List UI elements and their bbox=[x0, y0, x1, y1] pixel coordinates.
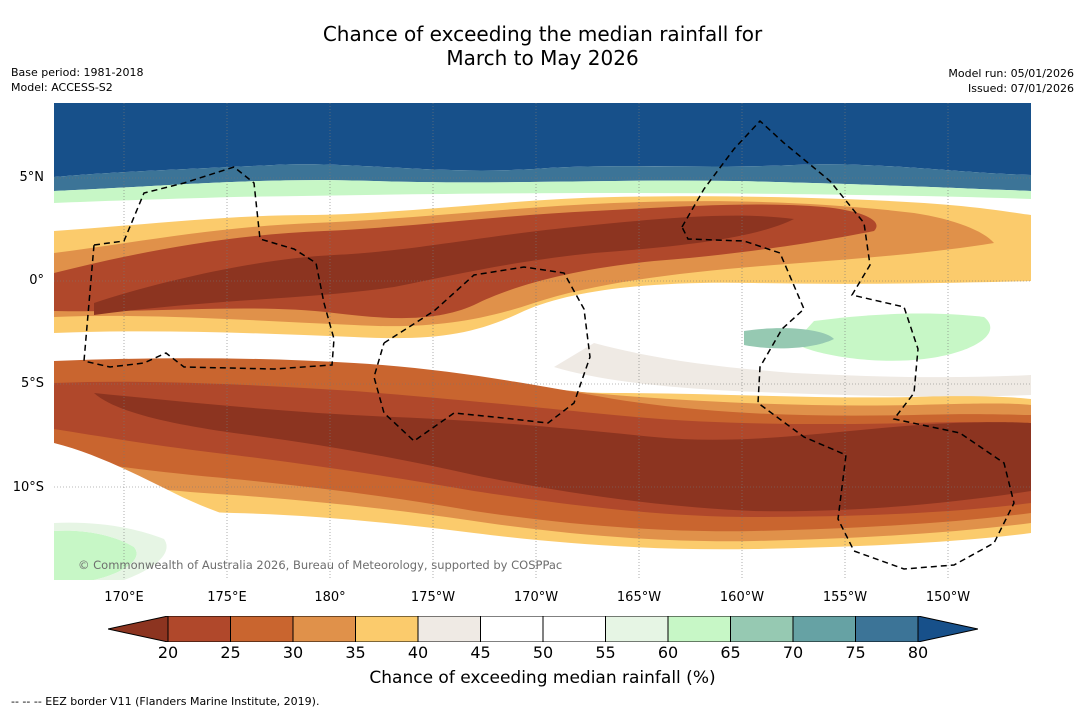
model-run-label: Model run: 05/01/2026 bbox=[948, 67, 1074, 80]
region-south-20 bbox=[94, 393, 1031, 512]
lon-label-175e: 175°E bbox=[207, 590, 247, 605]
map-canvas bbox=[54, 103, 1031, 580]
colorbar-tick-50: 50 bbox=[532, 643, 554, 662]
model-label: Model: ACCESS-S2 bbox=[11, 81, 113, 94]
colorbar-tick-30: 30 bbox=[282, 643, 304, 662]
lat-label-5n: 5°N bbox=[19, 170, 45, 185]
lat-label-0: 0° bbox=[29, 273, 44, 288]
region-wet-center-60 bbox=[794, 313, 991, 361]
meta-left: Base period: 1981-2018 Model: ACCESS-S2 bbox=[11, 65, 143, 95]
map-title-line1: Chance of exceeding the median rainfall … bbox=[322, 22, 763, 46]
region-southwest-white bbox=[54, 443, 574, 580]
lon-label-150w: 150°W bbox=[925, 590, 971, 605]
colorbar-segment-1 bbox=[167, 615, 231, 643]
colorbar-tick-75: 75 bbox=[845, 643, 866, 662]
copyright-notice: © Commonwealth of Australia 2026, Bureau… bbox=[78, 558, 563, 572]
colorbar-segment-8 bbox=[605, 615, 669, 643]
lon-label-155w: 155°W bbox=[822, 590, 868, 605]
eez-legend-footnote: -- -- -- EEZ border V11 (Flanders Marine… bbox=[11, 695, 320, 708]
map-title: Chance of exceeding the median rainfall … bbox=[0, 22, 1085, 70]
colorbar-tick-45: 45 bbox=[470, 643, 491, 662]
colorbar-title: Chance of exceeding median rainfall (%) bbox=[369, 668, 716, 688]
colorbar-svg bbox=[107, 615, 979, 643]
colorbar-segment-12 bbox=[855, 615, 919, 643]
colorbar-segment-2 bbox=[230, 615, 294, 643]
region-southwest-green bbox=[54, 530, 137, 580]
colorbar-tick-20: 20 bbox=[157, 643, 179, 662]
colorbar-tick-55: 55 bbox=[595, 643, 616, 662]
region-north-60 bbox=[54, 180, 1031, 203]
lon-label-170e: 170°E bbox=[104, 590, 144, 605]
colorbar-tick-35: 35 bbox=[345, 643, 366, 662]
issued-label: Issued: 07/01/2026 bbox=[967, 82, 1074, 95]
meta-right: Model run: 05/01/2026 Issued: 07/01/2026 bbox=[948, 66, 1074, 96]
rainfall-probability-map bbox=[54, 103, 1031, 580]
colorbar-segment-6 bbox=[480, 615, 544, 643]
colorbar-tick-65: 65 bbox=[720, 643, 741, 662]
region-north-70 bbox=[54, 164, 1031, 191]
colorbar-segment-11 bbox=[792, 615, 856, 643]
region-wet-center-65 bbox=[744, 328, 834, 349]
colorbar-segment-3 bbox=[292, 615, 356, 643]
lat-label-10s: 10°S bbox=[12, 480, 44, 495]
region-southwest-60 bbox=[54, 522, 167, 580]
region-dry-20 bbox=[94, 215, 794, 315]
base-period-label: Base period: 1981-2018 bbox=[11, 66, 144, 79]
colorbar-tick-25: 25 bbox=[220, 643, 241, 662]
colorbar-segment-10 bbox=[730, 615, 794, 643]
lon-label-160w: 160°W bbox=[719, 590, 765, 605]
colorbar-extend-high bbox=[917, 615, 979, 643]
region-wet-center-45 bbox=[554, 343, 1031, 397]
eez-borders bbox=[83, 119, 1015, 570]
colorbar-segment-9 bbox=[667, 615, 731, 643]
lon-label-170w: 170°W bbox=[513, 590, 559, 605]
colorbar-tick-60: 60 bbox=[657, 643, 679, 662]
colorbar-segment-4 bbox=[355, 615, 419, 643]
lon-label-175w: 175°W bbox=[410, 590, 456, 605]
colorbar-segment-5 bbox=[417, 615, 481, 643]
colorbar-extend-low bbox=[107, 615, 169, 643]
colorbar bbox=[107, 615, 979, 646]
colorbar-tick-80: 80 bbox=[907, 643, 929, 662]
map-title-line2: March to May 2026 bbox=[446, 46, 639, 70]
colorbar-tick-40: 40 bbox=[407, 643, 429, 662]
lat-label-5s: 5°S bbox=[20, 376, 44, 391]
map-gridlines bbox=[54, 103, 1031, 580]
region-north-80 bbox=[54, 103, 1031, 177]
lon-label-165w: 165°W bbox=[616, 590, 662, 605]
colorbar-tick-70: 70 bbox=[782, 643, 804, 662]
colorbar-segment-7 bbox=[542, 615, 606, 643]
lon-label-180: 180° bbox=[314, 590, 346, 605]
